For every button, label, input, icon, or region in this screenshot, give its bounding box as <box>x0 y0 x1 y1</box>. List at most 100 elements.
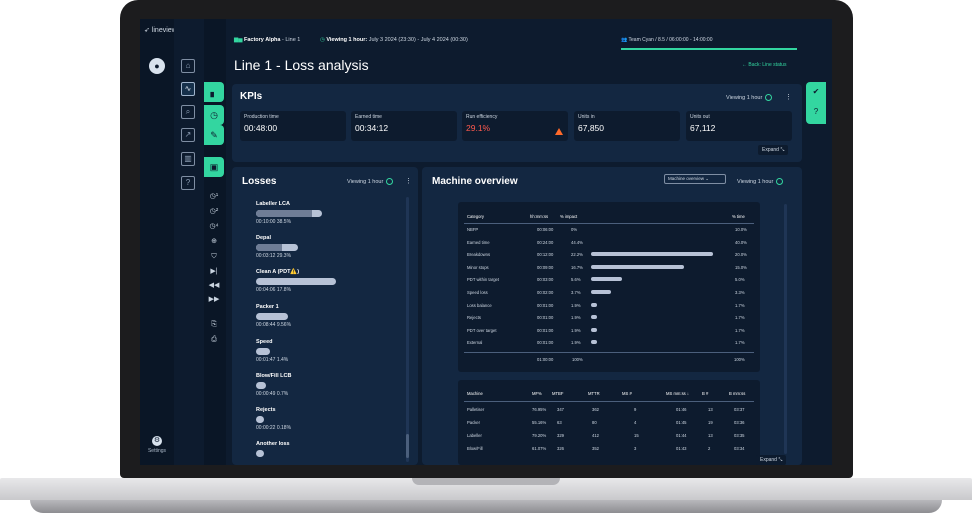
loss-bar <box>256 416 264 423</box>
loss-item[interactable]: Blow/Fill LCB 00:00:49 0.7% <box>256 373 386 397</box>
loss-item[interactable]: Packer 1 00:08:44 9.56% <box>256 304 386 328</box>
rewind-icon[interactable]: ◀◀ <box>208 282 220 289</box>
kpis-viewing-label: Viewing 1 hour <box>726 94 763 101</box>
trend-chart-icon[interactable]: ↗ <box>181 128 195 142</box>
cell-time: 00:01:00 <box>537 327 554 333</box>
col-mf[interactable]: MF% <box>532 391 542 396</box>
col-ms-time[interactable]: MS mm:ss ↓ <box>666 391 690 396</box>
loss-item[interactable]: Depal 00:03:12 29.3% <box>256 235 386 259</box>
clock-tab-icon[interactable]: ◷ <box>204 105 224 125</box>
table-row[interactable]: PDT over target 00:01:00 1.9% 1.7% <box>464 326 754 335</box>
col-b-time[interactable]: B mm:ss <box>729 391 746 396</box>
table-row[interactable]: PDT within target 00:03:00 5.6% 5.0% <box>464 275 754 284</box>
table-row[interactable]: Breakdowns 00:12:00 22.2% 20.0% <box>464 250 754 259</box>
col-mttr[interactable]: MTTR <box>588 391 600 396</box>
losses-scrollbar[interactable] <box>406 197 409 462</box>
losses-viewing-label: Viewing 1 hour <box>347 178 384 185</box>
table-row[interactable]: NBFP 00:06:00 0% 10.0% <box>464 225 754 234</box>
shield-icon[interactable]: ⛉ <box>211 253 217 260</box>
table-row[interactable]: Palletiser 76.95% 347 362 9 01:46 13 03:37 <box>464 405 754 414</box>
report-search-icon[interactable]: ⌕ <box>181 105 195 119</box>
wrench-tab-icon[interactable]: ✎ <box>204 125 224 145</box>
back-link[interactable]: ← Back: Line status <box>742 62 787 68</box>
losses-viewing[interactable]: Viewing 1 hour <box>347 178 394 185</box>
col-b-count[interactable]: B # <box>702 391 709 396</box>
table-row[interactable]: Earned time 00:24:00 44.4% 40.0% <box>464 238 754 247</box>
col-impact[interactable]: % impact <box>560 214 578 219</box>
category-table: Category hh:mm:ss % impact % time NBFP 00… <box>458 202 760 372</box>
laptop-deck <box>0 478 972 500</box>
app-logo[interactable]: ➶ lineview <box>144 27 177 34</box>
losses-scroll-thumb[interactable] <box>406 434 409 458</box>
loss-value: 00:10:00 38.5% <box>256 219 292 225</box>
skip-forward-icon[interactable]: ▶| <box>210 268 218 275</box>
viewing-range[interactable]: ◷ Viewing 1 hour: July 3 2024 (23:30) - … <box>320 37 468 43</box>
overview-expand-button[interactable]: Expand ⤡ <box>756 455 787 465</box>
kpis-expand-button[interactable]: Expand ⤡ <box>758 145 789 155</box>
clock-4-icon[interactable]: ◷⁴ <box>209 223 219 230</box>
clock-icon: ◷ <box>320 37 327 43</box>
loss-item[interactable]: Another loss <box>256 441 386 459</box>
loss-bar <box>256 450 264 457</box>
table-row[interactable]: Blow/Fill 61.07% 326 352 3 01:43 2 03:34 <box>464 444 754 453</box>
clock-1-icon[interactable]: ◷¹ <box>209 193 219 200</box>
clock-2-icon[interactable]: ◷² <box>209 208 219 215</box>
page-title: Line 1 - Loss analysis <box>234 57 369 73</box>
overview-viewing[interactable]: Viewing 1 hour <box>737 178 784 185</box>
cell-mtbf: 63 <box>557 420 562 425</box>
kpi-label: Units in <box>578 114 595 120</box>
pulse-icon[interactable]: ∿ <box>181 82 195 96</box>
cell-pct-time: 10.0% <box>735 227 747 232</box>
col-pct-time[interactable]: % time <box>732 214 745 219</box>
col-time[interactable]: hh:mm:ss <box>530 214 549 219</box>
table-row[interactable]: Rejects 00:01:00 1.9% 1.7% <box>464 313 754 322</box>
loss-bar <box>256 244 298 251</box>
table-row[interactable]: Speed loss 00:02:00 3.7% 3.3% <box>464 288 754 297</box>
losses-menu-icon[interactable]: ⋮ <box>405 178 412 185</box>
home-icon[interactable]: ⌂ <box>181 59 195 73</box>
cell-time: 00:09:00 <box>537 264 554 270</box>
kpi-card: Run efficiency 29.1% <box>462 111 568 141</box>
factory-breadcrumb[interactable]: ▆▅ Factory Alpha - Line 1 <box>234 37 300 43</box>
bar-chart-icon[interactable]: ▥ <box>181 152 195 166</box>
print-icon[interactable]: ⎙ <box>211 336 217 343</box>
kpis-menu-icon[interactable]: ⋮ <box>785 94 792 101</box>
table-row[interactable]: Loss balance 00:01:00 1.9% 1.7% <box>464 301 754 310</box>
fast-forward-icon[interactable]: ▶▶ <box>208 296 220 303</box>
loss-item[interactable]: Rejects 00:00:22 0.18% <box>256 407 386 431</box>
cell-ms-t: 01:46 <box>676 407 687 412</box>
loss-item[interactable]: Speed 00:01:47 1.4% <box>256 339 386 363</box>
cell-pct-time: 1.7% <box>735 327 745 333</box>
top-header: ▆▅ Factory Alpha - Line 1 ◷ Viewing 1 ho… <box>226 19 832 51</box>
loss-item[interactable]: Labeller LCA 00:10:00 38.5% <box>256 201 386 225</box>
table-row[interactable]: Packer 55.16% 63 80 4 01:45 19 03:36 <box>464 418 754 427</box>
col-ms-count[interactable]: MS # <box>622 391 632 396</box>
cell-impact: 5.6% <box>571 277 581 283</box>
zoom-in-icon[interactable]: ⊕ <box>211 238 217 245</box>
overview-scrollbar[interactable] <box>784 204 787 454</box>
kpis-viewing[interactable]: Viewing 1 hour <box>726 94 773 101</box>
cell-category: PDT over target <box>467 327 497 333</box>
loss-name: Packer 1 <box>256 304 279 310</box>
col-mtbf[interactable]: MTBF <box>552 391 564 396</box>
col-category[interactable]: Category <box>467 214 484 219</box>
export-icon[interactable]: ⎘ <box>211 321 217 328</box>
cell-category: Minor stops <box>467 264 489 270</box>
check-icon[interactable]: ✔ <box>812 87 820 96</box>
settings-button[interactable]: ⚙ Settings <box>145 436 169 454</box>
table-row[interactable]: Labeller 79.20% 329 412 15 01:44 13 03:35 <box>464 431 754 440</box>
table-row[interactable]: External 00:01:00 1.9% 1.7% <box>464 338 754 347</box>
kpi-card: Production time 00:48:00 <box>240 111 346 141</box>
overview-select[interactable]: Machine overview ⌄ <box>664 174 726 184</box>
help-icon[interactable]: ? <box>181 176 195 190</box>
line-chart-tab-icon[interactable]: ▖ <box>204 82 224 102</box>
cell-pct-time: 1.7% <box>735 340 745 346</box>
table-row[interactable]: Minor stops 00:09:00 16.7% 15.0% <box>464 263 754 272</box>
save-tab-icon[interactable]: ▣ <box>204 157 224 177</box>
loss-item[interactable]: Clean A (PDT⚠️) 00:04:06 17.8% <box>256 269 386 293</box>
user-avatar[interactable]: ● <box>149 58 165 74</box>
cell-impact: 0% <box>571 227 578 232</box>
col-machine[interactable]: Machine <box>467 391 483 396</box>
question-icon[interactable]: ? <box>813 107 819 116</box>
team-shift[interactable]: 👥 Team Cyan / 8.5 / 06:00:00 - 14:00:00 <box>621 37 797 50</box>
